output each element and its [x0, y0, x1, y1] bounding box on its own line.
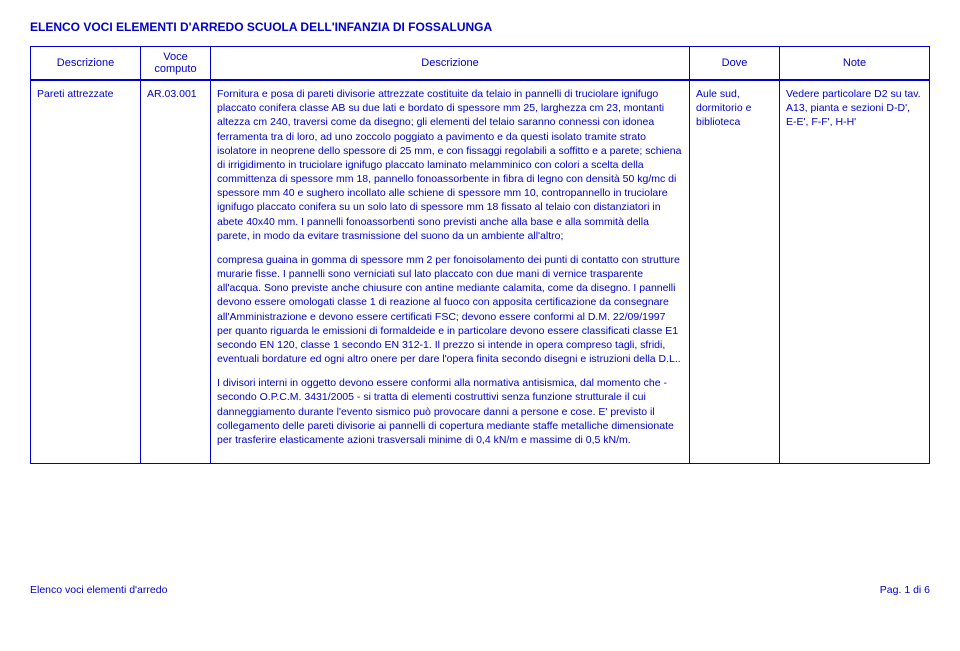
- cell-dove: Aule sud, dormitorio e biblioteca: [690, 81, 780, 464]
- cell-note: Vedere particolare D2 su tav. A13, piant…: [780, 81, 930, 464]
- cell-desc2: Fornitura e posa di pareti divisorie att…: [211, 81, 690, 464]
- footer-left: Elenco voci elementi d'arredo: [30, 584, 167, 596]
- page-title: ELENCO VOCI ELEMENTI D'ARREDO SCUOLA DEL…: [30, 20, 930, 34]
- desc2-para2: compresa guaina in gomma di spessore mm …: [217, 253, 683, 366]
- desc2-para3: I divisori interni in oggetto devono ess…: [217, 376, 683, 447]
- header-col-descrizione2: Descrizione: [211, 47, 690, 80]
- header-table: Descrizione Voce computo Descrizione Dov…: [30, 46, 930, 80]
- header-col-descrizione1: Descrizione: [31, 47, 141, 80]
- desc2-para1: Fornitura e posa di pareti divisorie att…: [217, 87, 683, 243]
- cell-voce: AR.03.001: [141, 81, 211, 464]
- footer-right: Pag. 1 di 6: [880, 584, 930, 596]
- header-voce-line2: computo: [147, 63, 204, 75]
- header-col-note: Note: [780, 47, 930, 80]
- cell-desc1: Pareti attrezzate: [31, 81, 141, 464]
- header-col-dove: Dove: [690, 47, 780, 80]
- header-col-voce: Voce computo: [141, 47, 211, 80]
- body-table: Pareti attrezzate AR.03.001 Fornitura e …: [30, 80, 930, 464]
- table-row: Pareti attrezzate AR.03.001 Fornitura e …: [31, 81, 930, 464]
- footer: Elenco voci elementi d'arredo Pag. 1 di …: [30, 584, 930, 596]
- header-voce-line1: Voce: [147, 51, 204, 63]
